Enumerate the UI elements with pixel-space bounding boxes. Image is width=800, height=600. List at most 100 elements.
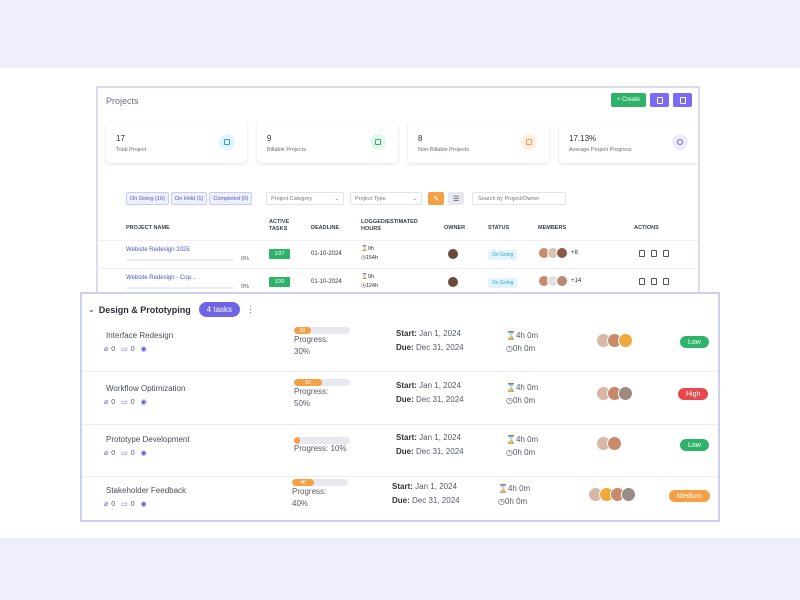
document-icon: [656, 96, 663, 104]
delete-icon[interactable]: [663, 250, 669, 257]
list-icon: [219, 134, 235, 150]
attachments-count[interactable]: ⌀ 0: [104, 500, 115, 509]
export-button[interactable]: [650, 93, 669, 107]
deadline-value: 01-10-2024: [311, 279, 342, 285]
task-meta: ⌀ 0 ▭ 0 ◉: [104, 500, 147, 509]
hourglass-icon: ⌛: [361, 274, 368, 280]
edit-icon[interactable]: [651, 278, 657, 285]
remaining-time: 0h 0m: [512, 448, 536, 457]
owner-avatar[interactable]: [447, 276, 459, 288]
logged-time: 4h 0m: [515, 331, 539, 340]
task-name[interactable]: Stakeholder Feedback: [106, 486, 187, 495]
logged-hours: 0h: [367, 246, 374, 252]
chevron-down-icon: ⌄: [334, 195, 340, 202]
tab-completed[interactable]: Completed (0): [209, 192, 253, 205]
task-row[interactable]: Workflow Optimization ⌀ 0 ▭ 0 ◉ 50 Progres…: [82, 373, 718, 425]
progress-text: Progress:: [294, 387, 329, 396]
assignee-avatars[interactable]: [588, 487, 636, 502]
avatar: [556, 247, 568, 259]
members-stack[interactable]: +14: [538, 275, 581, 287]
eye-icon[interactable]: ◉: [140, 346, 147, 353]
chevron-down-icon: ⌄: [412, 195, 418, 202]
comment-icon: ▭: [121, 450, 128, 457]
paperclip-icon: ⌀: [104, 399, 109, 406]
progress-text: Progress:: [294, 335, 329, 344]
time-block: ⌛4h 0m ◷0h 0m: [506, 433, 538, 459]
eye-icon[interactable]: ◉: [140, 501, 147, 508]
task-name[interactable]: Prototype Development: [106, 435, 190, 444]
progress-label: Progress: 50%: [294, 386, 328, 410]
due-label: Due:: [396, 395, 414, 404]
estimated-hours: 124h: [365, 283, 379, 289]
project-name-link[interactable]: Website Redesign 2025: [126, 247, 190, 253]
project-progress-bar: [126, 259, 234, 261]
logged-hours: 0h: [367, 274, 374, 280]
avatar: [607, 436, 622, 451]
due-date: Dec 31, 2024: [416, 395, 464, 404]
attachments-count[interactable]: ⌀ 0: [104, 398, 115, 407]
start-label: Start:: [396, 329, 417, 338]
task-group-panel: ⌄ Design & Prototyping 4 tasks ⋮ Interfa…: [80, 292, 720, 522]
progress-label: Progress: 40%: [292, 486, 326, 510]
list-view-button[interactable]: ☰: [448, 192, 465, 205]
assignee-avatars[interactable]: [596, 436, 622, 451]
task-row[interactable]: Prototype Development ⌀ 0 ▭ 0 ◉ Progress: …: [82, 425, 718, 477]
create-button[interactable]: + Create: [610, 93, 646, 107]
more-members-count: +8: [571, 250, 578, 256]
task-row[interactable]: Stakeholder Feedback ⌀ 0 ▭ 0 ◉ 40 Progress…: [82, 476, 718, 528]
project-category-select[interactable]: Project Category ⌄: [266, 192, 345, 205]
task-name[interactable]: Workflow Optimization: [106, 384, 186, 393]
eye-icon[interactable]: ◉: [140, 450, 147, 457]
task-group-header[interactable]: ⌄ Design & Prototyping 4 tasks ⋮: [88, 302, 255, 317]
search-input[interactable]: [472, 192, 567, 205]
task-name[interactable]: Interface Redesign: [106, 331, 174, 340]
more-options-icon[interactable]: ⋮: [246, 304, 255, 314]
comments-count[interactable]: ▭ 0: [121, 500, 135, 509]
estimated-hours: 154h: [365, 255, 379, 261]
import-button[interactable]: [673, 93, 692, 107]
clock-icon: ◷: [498, 497, 505, 506]
filter-bar: On Going (16) On Hold (1) Completed (0) …: [126, 192, 567, 205]
copy-icon[interactable]: [639, 278, 645, 285]
edit-icon[interactable]: [651, 250, 657, 257]
comments-count[interactable]: ▭ 0: [121, 345, 135, 354]
stat-label: Non-Billable Projects: [418, 147, 470, 153]
attachments-count[interactable]: ⌀ 0: [104, 345, 115, 354]
logged-time: 4h 0m: [507, 484, 531, 493]
progress-value: 40%: [292, 499, 309, 508]
remaining-time: 0h 0m: [512, 344, 536, 353]
project-name-link[interactable]: Website Redesign - Cop...: [126, 275, 196, 281]
comments-count[interactable]: ▭ 0: [121, 449, 135, 458]
priority-badge: Low: [680, 439, 709, 451]
menu-icon: ☰: [453, 195, 460, 203]
attachments-count[interactable]: ⌀ 0: [104, 449, 115, 458]
copy-icon[interactable]: [639, 250, 645, 257]
date-block: Start: Jan 1, 2024 Due: Dec 31, 2024: [392, 480, 460, 508]
hourglass-icon: ⌛: [361, 246, 368, 252]
avatar: [618, 333, 633, 348]
members-stack[interactable]: +8: [538, 247, 578, 259]
chevron-down-icon[interactable]: ⌄: [88, 305, 95, 314]
progress-value: 30%: [294, 347, 311, 356]
comments-count[interactable]: ▭ 0: [121, 398, 135, 407]
due-label: Due:: [396, 447, 414, 456]
tab-on-going[interactable]: On Going (16): [126, 192, 169, 205]
task-row[interactable]: Interface Redesign ⌀ 0 ▭ 0 ◉ 30 Progress: 3…: [82, 320, 718, 372]
assignee-avatars[interactable]: [596, 333, 633, 348]
active-tasks-badge: 1/37: [269, 249, 290, 259]
task-group-title: Design & Prototyping: [98, 304, 191, 315]
tag-filter-button[interactable]: ✎: [428, 192, 445, 205]
project-type-select[interactable]: Project Type ⌄: [350, 192, 423, 205]
paperclip-icon: ⌀: [104, 501, 109, 508]
time-block: ⌛4h 0m ◷0h 0m: [498, 482, 530, 508]
comments-value: 0: [130, 398, 135, 406]
tab-on-hold[interactable]: On Hold (1): [170, 192, 208, 205]
time-block: ⌛4h 0m ◷0h 0m: [506, 381, 538, 407]
hours-cell: ⌛0h ◷154h: [361, 245, 378, 263]
assignee-avatars[interactable]: [596, 386, 633, 401]
project-progress-bar: [126, 287, 234, 289]
column-header-status: STATUS: [488, 225, 510, 231]
eye-icon[interactable]: ◉: [140, 399, 147, 406]
delete-icon[interactable]: [663, 278, 669, 285]
owner-avatar[interactable]: [447, 248, 459, 260]
